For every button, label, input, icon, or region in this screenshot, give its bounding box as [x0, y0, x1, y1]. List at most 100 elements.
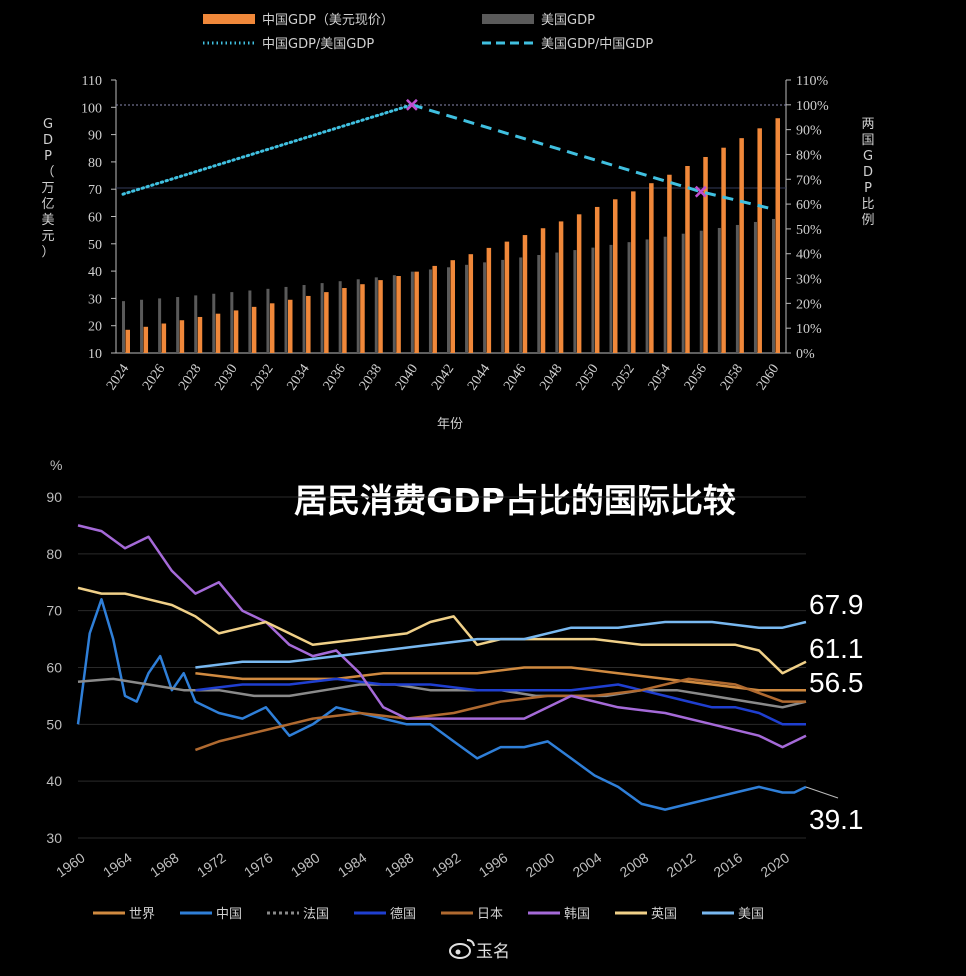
bar-china-gdp: [414, 271, 419, 353]
legend-swatch-us-gdp: [482, 14, 534, 24]
top-right-tick-labels: 110% 100% 90% 80% 70% 60% 50% 40% 30% 20% 10% 0%: [786, 74, 829, 362]
bottom-y-unit: %: [50, 457, 62, 473]
bar-china-gdp: [233, 310, 239, 353]
top-x-tick-label: 2036: [321, 362, 349, 394]
top-left-tick-label: 110: [82, 74, 102, 89]
bar-china-gdp: [594, 206, 600, 353]
bar-us-gdp: [465, 264, 469, 353]
bottom-x-tick-label: 2012: [664, 849, 699, 880]
bar-china-gdp: [432, 265, 437, 353]
top-left-tick-label: 40: [88, 265, 102, 280]
top-x-tick-label: 2028: [176, 362, 204, 394]
bar-us-gdp: [483, 262, 487, 353]
series-line-德国: [195, 677, 806, 726]
top-left-tick-labels: 110 100 90 80 70 60 50 40 30 20 10: [81, 74, 116, 362]
bottom-x-tick-label: 1972: [194, 849, 229, 880]
bottom-series-lines: [76, 524, 807, 811]
series-line-美国: [195, 620, 807, 669]
bottom-x-tick-label: 1968: [147, 849, 182, 880]
top-right-axis-title: 两国 G D P 比例: [861, 117, 874, 228]
bar-us-gdp: [627, 242, 631, 353]
top-right-tick-label: 50%: [796, 223, 822, 238]
ratio-marker: [694, 185, 707, 198]
bar-china-gdp: [667, 174, 672, 353]
legend-label-us-gdp: 美国GDP: [541, 13, 595, 28]
bar-china-gdp: [739, 138, 744, 353]
series-line-中国: [76, 598, 807, 811]
bottom-x-tick-label: 2008: [617, 849, 652, 880]
bar-china-gdp: [179, 320, 185, 353]
top-x-tick-label: 2026: [140, 362, 168, 394]
legend-label: 日本: [477, 907, 503, 922]
bottom-y-tick-label: 70: [46, 603, 62, 619]
legend-label: 韩国: [564, 907, 590, 922]
bar-china-gdp: [721, 147, 726, 353]
legend-label-china-gdp: 中国GDP（美元现价）: [262, 13, 394, 28]
top-right-tick-label: 40%: [796, 248, 822, 263]
top-right-tick-label: 30%: [796, 273, 822, 288]
bottom-y-tick-label: 30: [46, 830, 62, 846]
bar-us-gdp: [122, 301, 125, 353]
top-right-tick-label: 60%: [796, 198, 822, 213]
weibo-icon: [449, 939, 475, 959]
top-right-tick-label: 20%: [796, 297, 822, 312]
bar-us-gdp: [176, 297, 180, 353]
bar-us-gdp: [609, 244, 613, 353]
bar-us-gdp: [410, 271, 414, 353]
bottom-y-tick-label: 60: [46, 660, 62, 676]
bar-us-gdp: [302, 285, 306, 353]
bar-china-gdp: [306, 295, 311, 353]
top-x-tick-label: 2038: [357, 362, 385, 394]
top-x-tick-label: 2042: [429, 362, 457, 394]
bar-us-gdp: [663, 236, 667, 353]
top-bars: [122, 118, 780, 353]
top-x-tick-label: 2046: [501, 362, 529, 394]
bar-china-gdp: [613, 199, 618, 353]
bottom-x-tick-label: 1976: [241, 849, 276, 880]
series-line-英国: [77, 586, 807, 675]
bottom-x-tick-label: 1988: [382, 849, 417, 880]
legend-label: 英国: [651, 907, 677, 922]
bottom-x-tick-label: 1960: [53, 849, 88, 880]
legend-label-china-us-ratio: 中国GDP/美国GDP: [262, 37, 374, 52]
bar-us-gdp: [158, 298, 162, 353]
top-x-tick-label: 2060: [754, 362, 782, 394]
bar-us-gdp: [374, 277, 378, 353]
top-left-axis-title: G D P （万亿美元）: [41, 117, 54, 260]
bar-china-gdp: [540, 228, 546, 353]
bar-us-gdp: [230, 292, 234, 353]
top-left-tick-label: 70: [88, 183, 102, 198]
top-ratio-lines: [121, 98, 774, 211]
bottom-x-tick-label: 1984: [335, 849, 370, 880]
top-x-tick-label: 2052: [609, 362, 637, 394]
bottom-y-tick-label: 40: [46, 773, 62, 789]
bar-china-gdp: [360, 284, 365, 353]
top-right-tick-label: 0%: [796, 347, 815, 362]
bottom-x-tick-label: 1996: [476, 849, 511, 880]
legend-label: 美国: [738, 907, 764, 922]
top-x-tick-label: 2058: [718, 362, 746, 394]
top-right-tick-label: 100%: [796, 99, 829, 114]
watermark-text: 玉名: [476, 942, 510, 962]
top-x-tick-label: 2048: [537, 362, 565, 394]
legend-label: 德国: [390, 907, 416, 922]
bar-china-gdp: [378, 280, 383, 353]
bar-china-gdp: [649, 183, 654, 353]
bottom-x-tick-label: 1992: [429, 849, 464, 880]
bottom-x-tick-labels: 1960 1964 1968 1972 1976 1980 1984 1988 1992 1996…: [53, 849, 792, 880]
bar-us-gdp: [753, 221, 757, 353]
bottom-x-tick-label: 2016: [711, 849, 746, 880]
top-x-tick-label: 2024: [104, 362, 132, 394]
bar-us-gdp: [194, 295, 198, 353]
line-china-us-ratio: [121, 103, 414, 196]
legend-swatch-china-gdp: [203, 14, 255, 24]
top-right-tick-label: 90%: [796, 124, 822, 139]
top-x-axis-title: 年份: [437, 417, 463, 432]
consumption-share-chart: 居民消费GDP占比的国际比较 % 90 80 70 60 50 40 30 1960 1964…: [46, 457, 863, 922]
top-left-tick-label: 20: [88, 320, 102, 335]
bar-us-gdp: [284, 286, 288, 353]
top-left-tick-label: 80: [88, 156, 102, 171]
bar-us-gdp: [447, 267, 450, 353]
bar-china-gdp: [450, 260, 455, 353]
